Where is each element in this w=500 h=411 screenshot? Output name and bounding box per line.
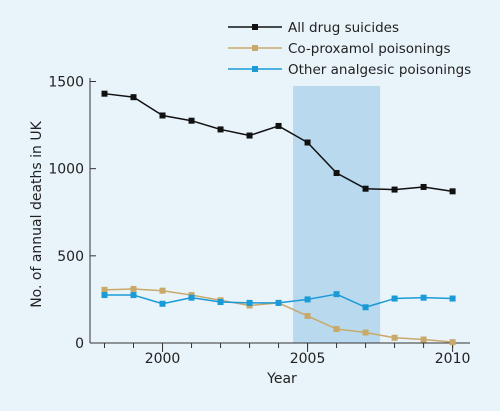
series-3-point bbox=[101, 292, 108, 299]
series-2-point bbox=[449, 339, 456, 346]
series-1-point bbox=[188, 117, 195, 124]
series-1-point bbox=[130, 94, 137, 101]
series-1-point bbox=[217, 126, 224, 133]
series-3-point bbox=[159, 300, 166, 307]
series-3-point bbox=[391, 295, 398, 302]
series-3-point bbox=[304, 296, 311, 303]
series-1-point bbox=[391, 186, 398, 193]
series-1-point bbox=[420, 183, 427, 190]
series-2-point bbox=[130, 285, 137, 292]
series-2-point bbox=[159, 287, 166, 294]
series-1-point bbox=[362, 185, 369, 192]
series-3-point bbox=[362, 304, 369, 311]
x-tick-label: 2010 bbox=[435, 351, 471, 367]
series-3-point bbox=[333, 291, 340, 298]
series-3-point bbox=[449, 295, 456, 302]
series-1-point bbox=[101, 90, 108, 97]
y-tick-label: 1500 bbox=[48, 74, 84, 90]
legend-marker bbox=[252, 24, 258, 30]
x-axis-title: Year bbox=[266, 371, 297, 387]
series-2-point bbox=[362, 329, 369, 336]
series-line-2 bbox=[104, 288, 453, 343]
series-3-point bbox=[188, 294, 195, 301]
x-tick-label: 2005 bbox=[290, 351, 326, 367]
y-tick-label: 0 bbox=[75, 336, 84, 352]
y-tick-label: 1000 bbox=[48, 162, 84, 178]
series-3-point bbox=[217, 299, 224, 306]
legend-marker bbox=[252, 66, 258, 72]
legend-marker bbox=[252, 45, 258, 51]
legend-label: All drug suicides bbox=[288, 20, 399, 36]
y-tick-label: 500 bbox=[57, 249, 84, 265]
series-1-point bbox=[159, 112, 166, 119]
series-3-point bbox=[246, 299, 253, 306]
series-2-point bbox=[304, 312, 311, 319]
legend-label: Co-proxamol poisonings bbox=[288, 41, 451, 57]
series-2-point bbox=[101, 286, 108, 293]
series-2-point bbox=[391, 334, 398, 341]
series-1-point bbox=[304, 139, 311, 146]
series-layer bbox=[101, 90, 456, 346]
series-2-point bbox=[420, 336, 427, 343]
y-axis-title: No. of annual deaths in UK bbox=[29, 120, 45, 307]
legend-label: Other analgesic poisonings bbox=[288, 62, 471, 78]
series-1-point bbox=[333, 170, 340, 177]
ticks: 0 500 1000 1500 2000 2005 2010 bbox=[48, 74, 470, 367]
series-1-point bbox=[275, 122, 282, 129]
series-1-point bbox=[246, 132, 253, 139]
series-3-point bbox=[420, 294, 427, 301]
series-line-1 bbox=[104, 92, 453, 193]
series-1-point bbox=[449, 188, 456, 195]
x-tick-label: 2000 bbox=[145, 351, 181, 367]
series-3-point bbox=[130, 292, 137, 299]
axes bbox=[89, 78, 470, 344]
series-3-point bbox=[275, 299, 282, 306]
series-2-point bbox=[333, 326, 340, 333]
legend: All drug suicides Co-proxamol poisonings O… bbox=[228, 20, 471, 78]
